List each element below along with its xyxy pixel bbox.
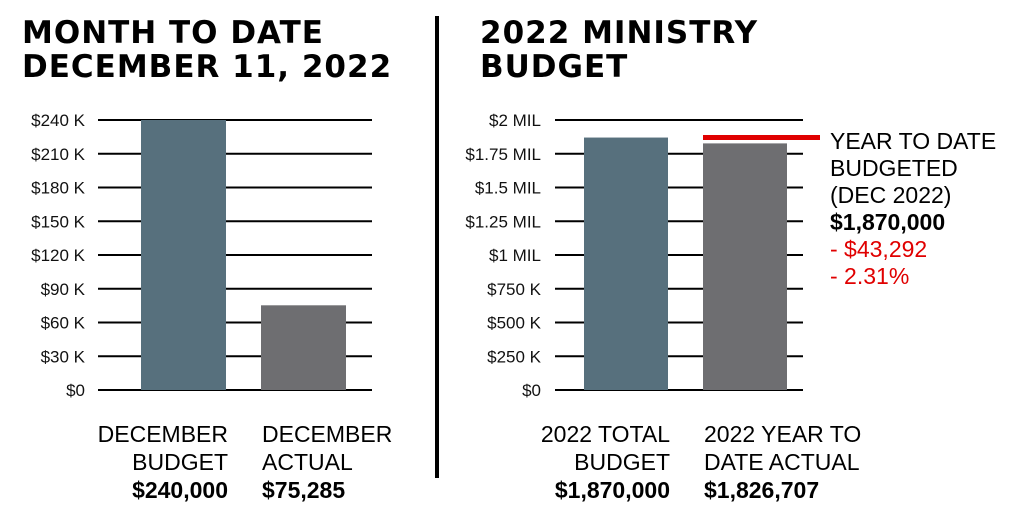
left-chart-bar [261, 305, 346, 390]
annotation-pct: - 2.31% [830, 263, 910, 289]
month-to-date-chart: $0 $30 K $60 K $90 K $120 K $150 K $180 K $210 … [31, 111, 372, 400]
right-cat-label-actual: 2022 YEAR TO DATE ACTUAL $1,826,707 [704, 420, 904, 504]
left-chart-ytick-label: $60 K [41, 314, 86, 333]
left-chart-ytick-label: $210 K [31, 145, 86, 164]
right-chart-bar [584, 137, 668, 390]
left-cat-label-actual: DECEMBER ACTUAL $75,285 [262, 420, 422, 504]
left-chart-ytick-label: $180 K [31, 179, 86, 198]
right-cat-budget-value: $1,870,000 [554, 477, 670, 503]
left-cat-budget-line2: BUDGET [132, 449, 228, 475]
right-chart-ytick-label: $1.25 MIL [465, 212, 541, 231]
left-chart-ytick-label: $240 K [31, 111, 86, 130]
right-chart-ytick-label: $1 MIL [489, 246, 541, 265]
left-chart-ytick-label: $150 K [31, 212, 86, 231]
right-chart-title: 2022 MINISTRY BUDGET [480, 16, 758, 84]
right-chart-ytick-label: $1.5 MIL [475, 179, 541, 198]
annotation-line3: (DEC 2022) [830, 182, 952, 208]
right-chart-ytick-label: $0 [522, 381, 541, 400]
right-cat-actual-line1: 2022 YEAR TO [704, 421, 862, 447]
left-title-line1: MONTH TO DATE [22, 15, 324, 51]
right-cat-budget-line2: BUDGET [574, 449, 670, 475]
annotation-diff: - $43,292 [830, 236, 928, 262]
left-chart-ytick-label: $90 K [41, 280, 86, 299]
right-title-line1: 2022 MINISTRY [480, 15, 759, 51]
right-chart-ytick-label: $2 MIL [489, 111, 541, 130]
left-cat-actual-value: $75,285 [262, 477, 346, 503]
left-chart-title: MONTH TO DATE DECEMBER 11, 2022 [22, 16, 392, 84]
left-cat-budget-value: $240,000 [132, 477, 228, 503]
right-chart-ytick-label: $250 K [487, 347, 542, 366]
right-cat-budget-line1: 2022 TOTAL [540, 421, 670, 447]
right-chart-ytick-label: $500 K [487, 314, 542, 333]
left-cat-actual-line1: DECEMBER [262, 421, 393, 447]
right-chart-bar [703, 143, 787, 390]
left-chart-ytick-label: $120 K [31, 246, 86, 265]
right-title-line2: BUDGET [480, 49, 629, 85]
right-chart-ytick-label: $1.75 MIL [465, 145, 541, 164]
left-cat-label-budget: DECEMBER BUDGET $240,000 [70, 420, 228, 504]
right-cat-label-budget: 2022 TOTAL BUDGET $1,870,000 [500, 420, 670, 504]
right-chart-ytick-label: $750 K [487, 280, 542, 299]
left-chart-ytick-label: $30 K [41, 347, 86, 366]
right-cat-actual-line2: DATE ACTUAL [704, 449, 860, 475]
left-chart-ytick-label: $0 [66, 381, 85, 400]
left-cat-actual-line2: ACTUAL [262, 449, 353, 475]
right-cat-actual-value: $1,826,707 [704, 477, 820, 503]
left-cat-budget-line1: DECEMBER [97, 421, 228, 447]
annotation-line1: YEAR TO DATE [830, 128, 997, 154]
left-chart-bar [141, 120, 226, 390]
annotation-line2: BUDGETED [830, 155, 958, 181]
annotation-amount: $1,870,000 [830, 209, 946, 235]
ytd-budget-annotation: YEAR TO DATE BUDGETED (DEC 2022) $1,870,… [830, 128, 996, 290]
panel-divider [435, 16, 439, 478]
left-title-line2: DECEMBER 11, 2022 [22, 49, 393, 85]
